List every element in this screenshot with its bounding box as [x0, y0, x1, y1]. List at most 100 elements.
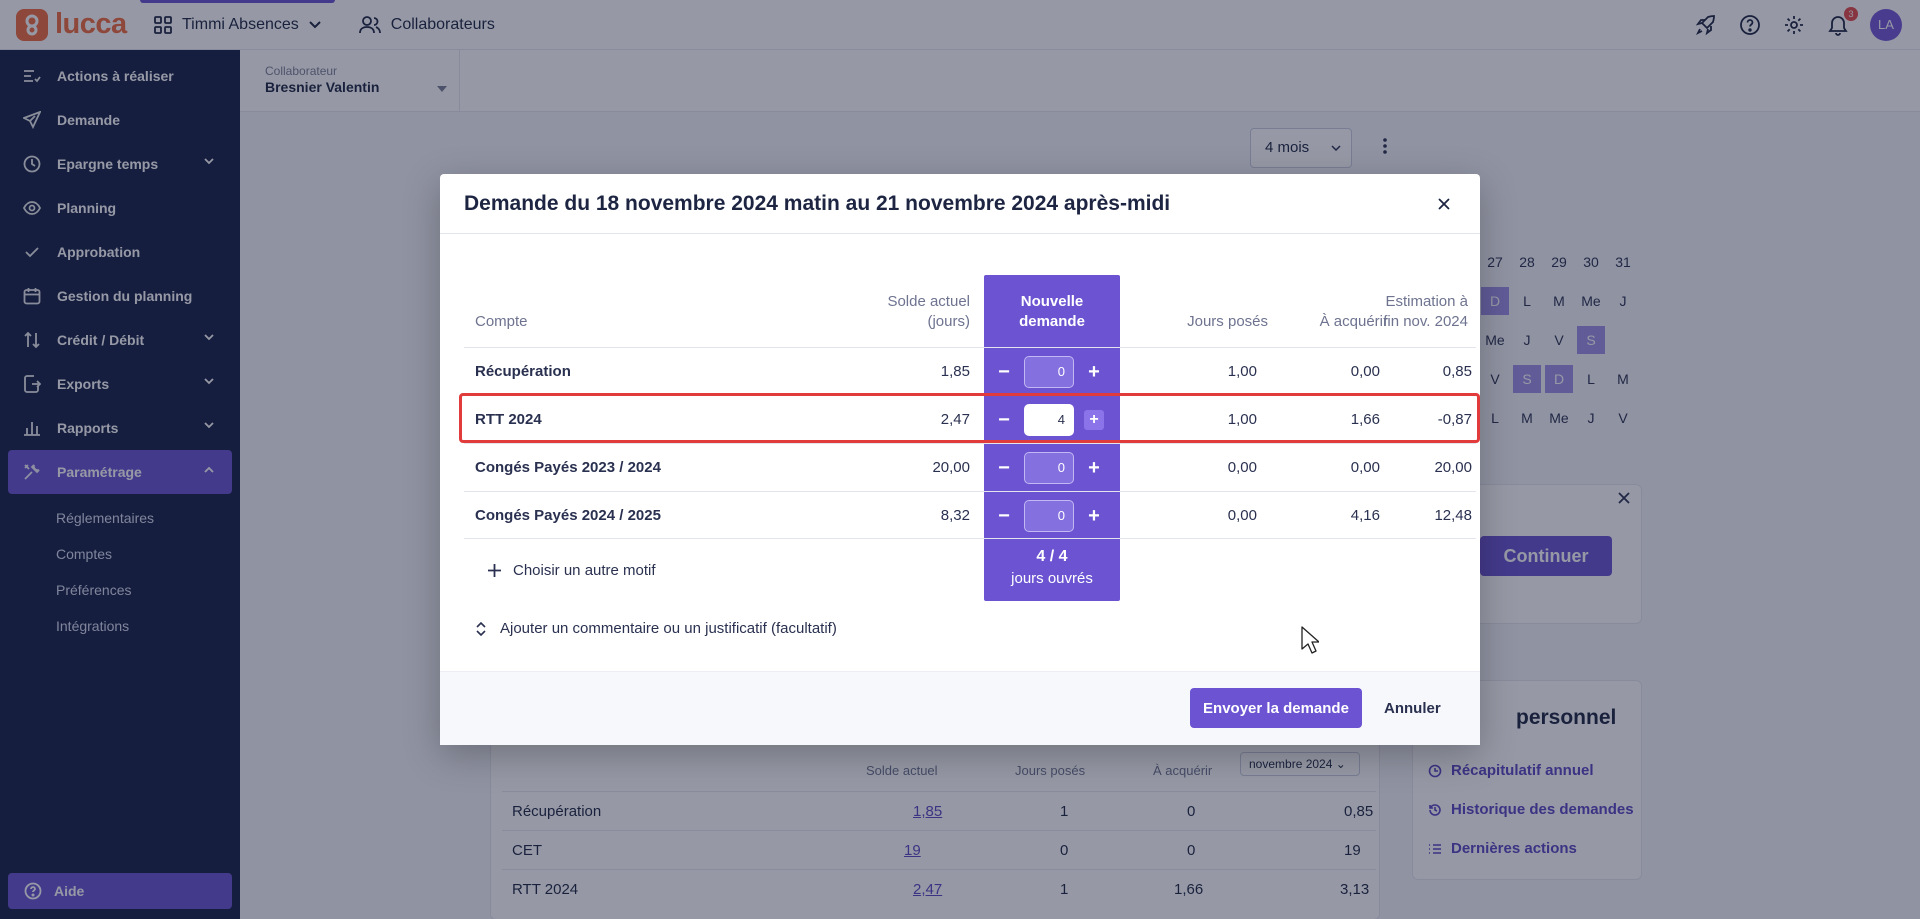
calendar-cell[interactable]: Me — [1485, 332, 1505, 348]
days-taken: 0,00 — [1227, 507, 1257, 524]
send-request-button[interactable]: Envoyer la demande — [1190, 688, 1362, 728]
period-select[interactable]: 4 mois — [1250, 128, 1352, 168]
modal-header: Demande du 18 novembre 2024 matin au 21 … — [440, 174, 1480, 234]
calendar-cell[interactable]: M — [1521, 410, 1533, 426]
calendar-cell[interactable]: L — [1587, 371, 1595, 387]
sidebar-item-demande[interactable]: Demande — [0, 98, 240, 142]
total-days: 4 / 4 jours ouvrés — [984, 546, 1120, 590]
rocket-icon[interactable] — [1694, 13, 1718, 37]
help-button[interactable]: Aide — [8, 873, 232, 909]
request-modal: Demande du 18 novembre 2024 matin au 21 … — [440, 174, 1480, 745]
table-row: CET 19 0 0 19 — [502, 830, 1376, 869]
account-row-recuperation: Récupération 1,85 − 0 + 1,00 0,00 0,85 — [464, 347, 1476, 395]
collaborator-select[interactable]: Collaborateur Bresnier Valentin — [240, 49, 460, 112]
quantity-input[interactable]: 0 — [1024, 500, 1074, 532]
calendar-cell[interactable]: M — [1553, 293, 1565, 309]
sidebar-item-actions[interactable]: Actions à réaliser — [0, 54, 240, 98]
more-options-icon[interactable] — [1383, 138, 1387, 154]
add-comment-toggle[interactable]: Ajouter un commentaire ou un justificati… — [476, 620, 837, 637]
quantity-input[interactable]: 0 — [1024, 452, 1074, 484]
last-actions-link[interactable]: Dernières actions — [1428, 840, 1577, 857]
sidebar-item-parametrage[interactable]: Paramétrage — [8, 450, 232, 494]
clock-icon — [22, 154, 42, 174]
close-icon[interactable] — [1434, 194, 1454, 214]
sidebar-subitem-comptes[interactable]: Comptes — [56, 546, 113, 562]
column-header-solde: Solde actuel (jours) — [870, 292, 970, 332]
account-name: RTT 2024 — [475, 411, 542, 428]
calendar-cell[interactable]: S — [1513, 365, 1541, 393]
lucca-logo[interactable]: lucca — [0, 8, 130, 41]
balance-link[interactable]: 1,85 — [913, 803, 943, 820]
calendar-cell[interactable]: L — [1491, 410, 1499, 426]
table-header: Jours posés — [1015, 763, 1086, 778]
history-icon — [1428, 803, 1442, 817]
table-header: Solde actuel — [866, 763, 938, 778]
close-icon[interactable] — [1618, 492, 1630, 504]
sidebar-item-planning[interactable]: Planning — [0, 186, 240, 230]
current-balance: 8,32 — [940, 507, 970, 524]
calendar-cell[interactable]: D — [1481, 287, 1509, 315]
quantity-input[interactable]: 4 — [1024, 404, 1074, 436]
to-acquire: 0 — [1187, 842, 1196, 859]
calendar-cell[interactable]: J — [1619, 293, 1627, 309]
calendar-cell[interactable]: M — [1617, 371, 1629, 387]
minus-icon[interactable]: − — [998, 409, 1010, 431]
sidebar-item-epargne[interactable]: Epargne temps — [0, 142, 240, 186]
calendar-cell[interactable]: J — [1523, 332, 1531, 348]
minus-icon[interactable]: − — [998, 361, 1010, 383]
app-switcher[interactable]: Timmi Absences — [140, 0, 335, 50]
sidebar-item-label: Rapports — [57, 420, 119, 436]
calendar-cell[interactable]: J — [1587, 410, 1595, 426]
calendar-cell[interactable]: S — [1577, 326, 1605, 354]
end-estimate: 3,13 — [1340, 881, 1370, 898]
plus-icon — [488, 564, 501, 577]
to-acquire: 0,00 — [1350, 459, 1380, 476]
collaborators-link[interactable]: Collaborateurs — [345, 16, 509, 34]
continue-button[interactable]: Continuer — [1480, 536, 1612, 576]
sidebar-item-rapports[interactable]: Rapports — [0, 406, 240, 450]
help-circle-icon[interactable] — [1738, 13, 1762, 37]
sidebar-item-gestion-planning[interactable]: Gestion du planning — [0, 274, 240, 318]
calendar-cell[interactable]: V — [1554, 332, 1564, 348]
calendar-cell[interactable]: V — [1618, 410, 1628, 426]
sidebar-item-approbation[interactable]: Approbation — [0, 230, 240, 274]
mouse-cursor-icon — [1301, 626, 1319, 654]
minus-icon[interactable]: − — [998, 505, 1010, 527]
plus-icon[interactable]: + — [1088, 505, 1100, 527]
annual-summary-link[interactable]: Récapitulatif annuel — [1428, 762, 1594, 779]
choose-other-reason-button[interactable]: Choisir un autre motif — [488, 562, 656, 579]
eye-icon — [22, 198, 42, 218]
days-taken: 1 — [1060, 803, 1069, 820]
plus-icon[interactable]: + — [1084, 410, 1104, 430]
sidebar-item-credit-debit[interactable]: Crédit / Débit — [0, 318, 240, 362]
table-row: Récupération 1,85 1 0 0,85 — [502, 791, 1376, 830]
calendar-icon — [22, 286, 42, 306]
plus-icon[interactable]: + — [1088, 457, 1100, 479]
sidebar-item-exports[interactable]: Exports — [0, 362, 240, 406]
sidebar-item-label: Epargne temps — [57, 156, 159, 172]
avatar[interactable]: LA — [1870, 8, 1902, 41]
calendar-cell[interactable]: Me — [1581, 293, 1601, 309]
calendar-cell[interactable]: D — [1545, 365, 1573, 393]
calendar-cell[interactable]: L — [1523, 293, 1531, 309]
account-name: RTT 2024 — [512, 881, 579, 898]
header-line: Nouvelle — [1020, 293, 1084, 310]
list-icon — [1428, 843, 1442, 855]
plus-icon[interactable]: + — [1088, 361, 1100, 383]
calendar-cell[interactable]: Me — [1549, 410, 1569, 426]
month-select[interactable]: novembre 2024 ⌄ — [1240, 752, 1360, 776]
sidebar-subitem-preferences[interactable]: Préférences — [56, 582, 132, 598]
cancel-button[interactable]: Annuler — [1384, 699, 1441, 717]
quantity-input[interactable]: 0 — [1024, 356, 1074, 388]
sidebar-subitem-reglementaires[interactable]: Réglementaires — [56, 510, 155, 526]
bell-icon[interactable]: 3 — [1826, 6, 1858, 37]
sidebar-subitem-integrations[interactable]: Intégrations — [56, 618, 130, 634]
balance-link[interactable]: 19 — [904, 842, 921, 859]
minus-icon[interactable]: − — [998, 457, 1010, 479]
gear-icon[interactable] — [1782, 13, 1806, 37]
history-icon — [1428, 764, 1442, 778]
calendar-cell[interactable]: V — [1490, 371, 1500, 387]
days-taken: 1,00 — [1227, 411, 1257, 428]
request-history-link[interactable]: Historique des demandes — [1428, 801, 1634, 818]
balance-link[interactable]: 2,47 — [913, 881, 943, 898]
